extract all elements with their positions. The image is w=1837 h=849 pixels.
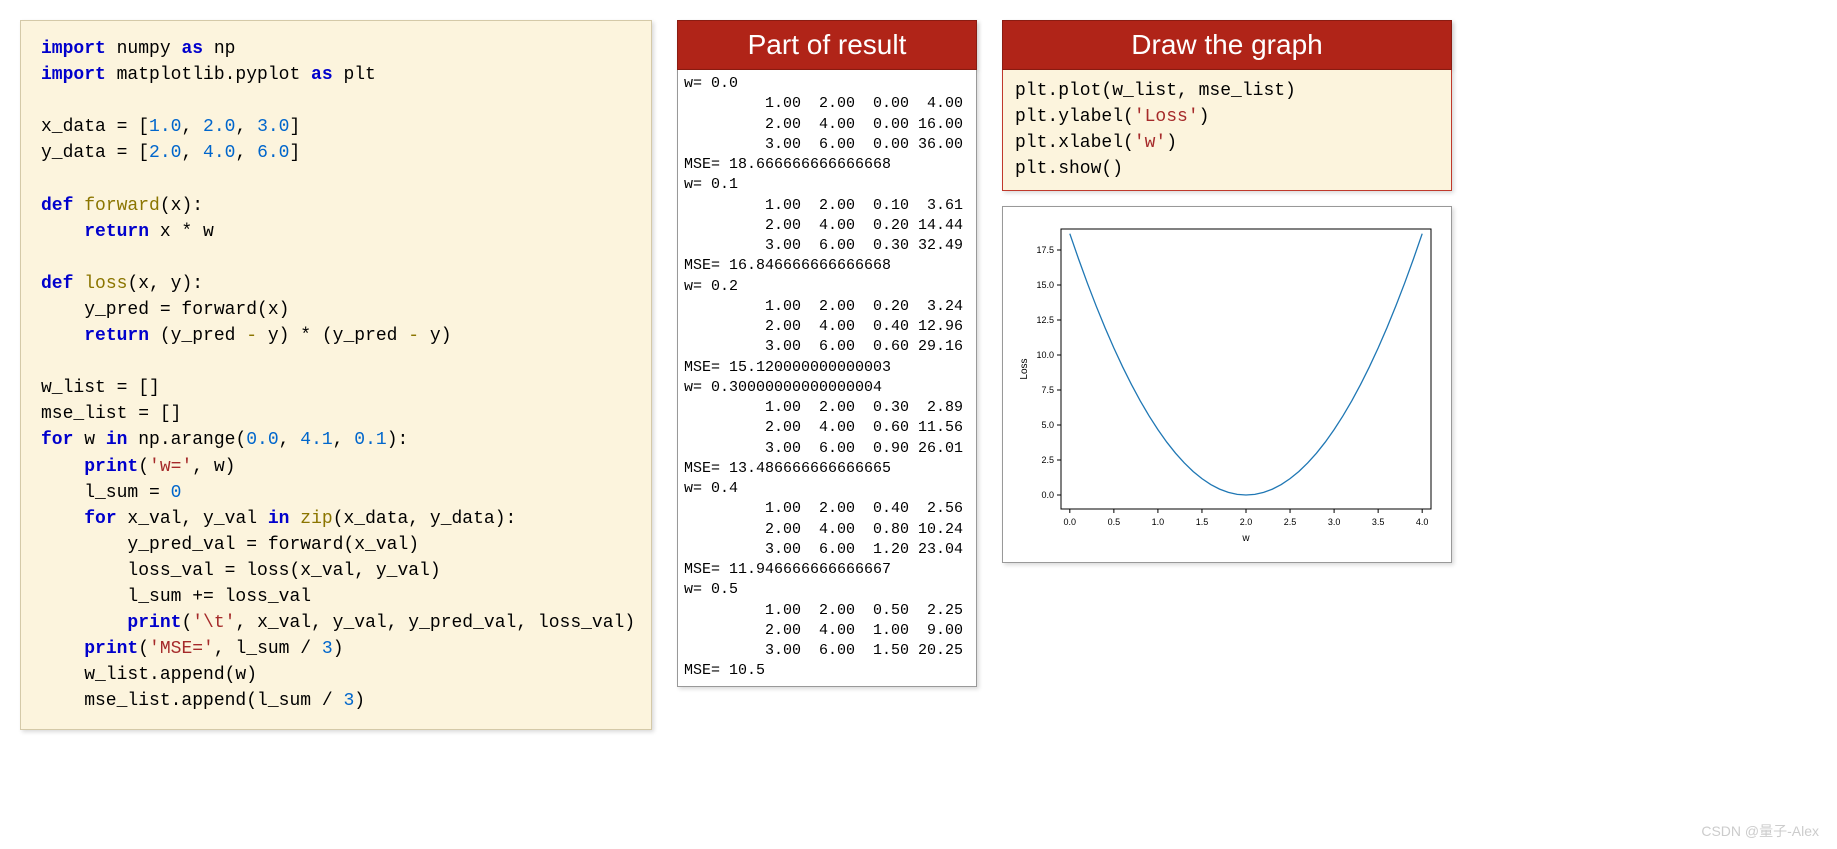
result-header: Part of result xyxy=(677,20,977,70)
code-panel: import numpy as np import matplotlib.pyp… xyxy=(20,20,652,730)
svg-text:3.5: 3.5 xyxy=(1372,517,1385,527)
svg-text:1.5: 1.5 xyxy=(1196,517,1209,527)
draw-panel: Draw the graph plt.plot(w_list, mse_list… xyxy=(1002,20,1452,191)
chart-svg: 0.0 0.5 1.0 1.5 2.0 2.5 3.0 3.5 4.0 0.0 2.5 5.0 7.5 1… xyxy=(1013,217,1443,547)
svg-text:4.0: 4.0 xyxy=(1416,517,1429,527)
draw-header: Draw the graph xyxy=(1002,20,1452,70)
svg-text:3.0: 3.0 xyxy=(1328,517,1341,527)
result-body: w= 0.0 1.00 2.00 0.00 4.00 2.00 4.00 0.0… xyxy=(677,70,977,687)
right-column: Draw the graph plt.plot(w_list, mse_list… xyxy=(1002,20,1452,563)
svg-text:2.0: 2.0 xyxy=(1240,517,1253,527)
svg-text:0.5: 0.5 xyxy=(1108,517,1121,527)
svg-text:1.0: 1.0 xyxy=(1152,517,1165,527)
svg-text:10.0: 10.0 xyxy=(1036,350,1054,360)
result-panel: Part of result w= 0.0 1.00 2.00 0.00 4.0… xyxy=(677,20,977,687)
svg-text:12.5: 12.5 xyxy=(1036,315,1054,325)
svg-text:Loss: Loss xyxy=(1019,359,1030,380)
svg-text:7.5: 7.5 xyxy=(1041,385,1054,395)
svg-text:w: w xyxy=(1241,533,1250,544)
main-container: import numpy as np import matplotlib.pyp… xyxy=(20,20,1817,730)
watermark: CSDN @量子-Alex xyxy=(1701,821,1819,841)
svg-text:15.0: 15.0 xyxy=(1036,280,1054,290)
svg-text:5.0: 5.0 xyxy=(1041,420,1054,430)
svg-text:0.0: 0.0 xyxy=(1041,490,1054,500)
loss-chart: 0.0 0.5 1.0 1.5 2.0 2.5 3.0 3.5 4.0 0.0 2.5 5.0 7.5 1… xyxy=(1002,206,1452,563)
svg-text:0.0: 0.0 xyxy=(1064,517,1077,527)
draw-body: plt.plot(w_list, mse_list) plt.ylabel('L… xyxy=(1002,70,1452,191)
svg-text:2.5: 2.5 xyxy=(1041,455,1054,465)
svg-text:2.5: 2.5 xyxy=(1284,517,1297,527)
svg-text:17.5: 17.5 xyxy=(1036,245,1054,255)
